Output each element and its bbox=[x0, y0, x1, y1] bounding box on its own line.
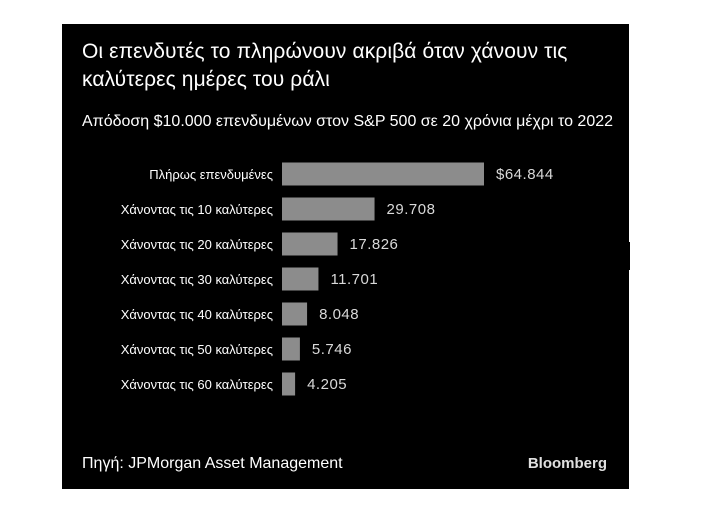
category-label: Χάνοντας τις 20 καλύτερες bbox=[121, 237, 273, 252]
category-label: Χάνοντας τις 30 καλύτερες bbox=[121, 272, 273, 287]
value-label: 5.746 bbox=[312, 341, 352, 358]
bar-chart: Πλήρως επενδυμένες $64.844 Χάνοντας τις 10… bbox=[121, 162, 554, 396]
bar bbox=[282, 197, 375, 221]
category-label: Πλήρως επενδυμένες bbox=[149, 167, 273, 182]
chart-title: Οι επενδυτές το πληρώνουν ακριβά όταν χά… bbox=[82, 40, 568, 91]
category-label: Χάνοντας τις 10 καλύτερες bbox=[121, 202, 273, 217]
value-label: 11.701 bbox=[330, 271, 378, 288]
category-label: Χάνοντας τις 40 καλύτερες bbox=[121, 307, 273, 322]
bar bbox=[282, 232, 338, 256]
brand-logo: Bloomberg bbox=[527, 455, 607, 472]
value-label: 17.826 bbox=[350, 236, 399, 253]
bar bbox=[282, 162, 484, 186]
category-label: Χάνοντας τις 60 καλύτερες bbox=[121, 377, 273, 392]
value-label: 29.708 bbox=[387, 201, 436, 218]
chart-panel: Οι επενδυτές το πληρώνουν ακριβά όταν χά… bbox=[62, 24, 629, 489]
value-label: 4.205 bbox=[307, 376, 347, 393]
value-label: $64.844 bbox=[496, 166, 554, 183]
bar bbox=[282, 372, 296, 396]
category-label: Χάνοντας τις 50 καλύτερες bbox=[121, 342, 273, 357]
value-label: 8.048 bbox=[319, 306, 359, 323]
edge-mark bbox=[626, 242, 630, 270]
bar bbox=[282, 267, 319, 291]
source-note: Πηγή: JPMorgan Asset Management bbox=[82, 455, 343, 472]
bar bbox=[282, 302, 308, 326]
chart-subtitle: Απόδοση $10.000 επενδυμένων στον S&P 500… bbox=[82, 113, 614, 130]
bar bbox=[282, 337, 300, 361]
